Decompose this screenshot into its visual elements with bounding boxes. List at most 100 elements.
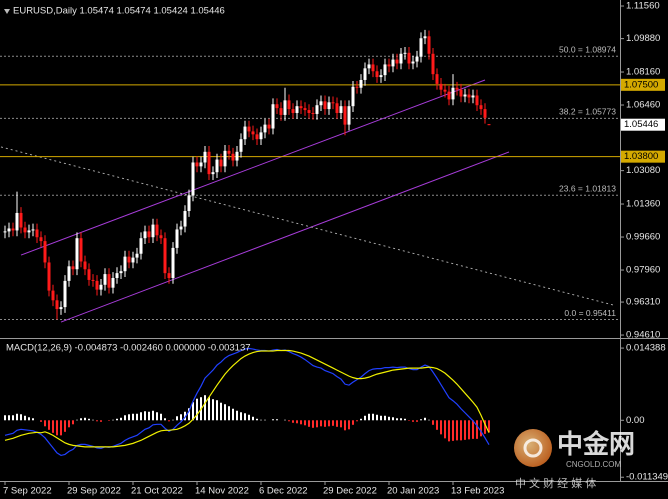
- fib-label: 38.2 = 1.05773: [559, 107, 616, 117]
- histogram-bar: [412, 420, 414, 422]
- candle-body: [287, 100, 291, 110]
- fib-label: 23.6 = 1.01813: [559, 183, 616, 193]
- candle-body: [203, 151, 207, 163]
- histogram-bar: [444, 420, 446, 439]
- histogram-bar: [4, 415, 6, 421]
- histogram-bar: [152, 410, 154, 421]
- histogram-bar: [344, 420, 346, 431]
- x-tick-label: 29 Sep 2022: [67, 486, 121, 497]
- candle-body: [343, 106, 347, 125]
- candle-body: [455, 87, 459, 90]
- histogram-bar: [12, 415, 14, 421]
- y-tick-label: 1.03080: [626, 165, 660, 176]
- candle-body: [67, 266, 71, 281]
- candle-body: [375, 71, 379, 78]
- histogram-bar: [172, 419, 174, 421]
- candle-body: [463, 94, 467, 97]
- watermark: 中金网 CNGOLD.COM 中 文 财 经 媒 体: [514, 429, 635, 490]
- candle-body: [71, 266, 75, 270]
- candle-body: [175, 229, 179, 248]
- histogram-bar: [480, 420, 482, 437]
- price-box-label: 1.03800: [624, 151, 658, 162]
- candle-body: [43, 241, 47, 263]
- macd-line: [4, 349, 490, 448]
- candle-body: [155, 224, 159, 236]
- x-tick-label: 21 Oct 2022: [131, 486, 183, 497]
- histogram-bar: [476, 420, 478, 439]
- candle-body: [207, 151, 211, 175]
- histogram-bar: [468, 420, 470, 440]
- y-tick-label: 0.96310: [626, 297, 660, 308]
- candle-body: [339, 106, 343, 113]
- candle-body: [451, 87, 455, 100]
- histogram-bar: [224, 404, 226, 421]
- candle-body: [47, 262, 51, 291]
- candle-body: [139, 238, 143, 254]
- histogram-bar: [140, 412, 142, 421]
- histogram-bar: [460, 420, 462, 441]
- histogram-bar: [296, 420, 298, 424]
- histogram-bar: [8, 415, 10, 421]
- watermark-name: 中金网: [557, 429, 635, 459]
- y-tick-label: 0.94610: [626, 330, 660, 341]
- x-tick-label: 6 Dec 2022: [259, 486, 308, 497]
- histogram-bar: [112, 419, 114, 421]
- candle-body: [379, 75, 383, 78]
- histogram-bar: [400, 418, 402, 421]
- candle-body: [307, 110, 311, 113]
- macd-title: MACD(12,26,9) -0.004873 -0.002460 0.0000…: [6, 343, 251, 354]
- candle-body: [391, 59, 395, 67]
- y-tick-label: 1.08160: [626, 67, 660, 78]
- histogram-bar: [408, 420, 410, 421]
- histogram-bar: [248, 414, 250, 421]
- histogram-bar: [184, 411, 186, 421]
- histogram-bar: [108, 420, 110, 421]
- histogram-bar: [396, 418, 398, 421]
- candle-body: [51, 290, 55, 301]
- fib-label: 0.0 = 0.95411: [564, 308, 616, 318]
- candle-body: [403, 52, 407, 54]
- histogram-bar: [356, 420, 358, 422]
- candle-body: [355, 86, 359, 88]
- candle-body: [19, 212, 23, 228]
- x-tick-label: 20 Jan 2023: [387, 486, 439, 497]
- histogram-bar: [252, 416, 254, 421]
- candle-body: [283, 100, 287, 115]
- histogram-bar: [84, 417, 86, 421]
- candle-body: [411, 61, 415, 64]
- histogram-bar: [308, 420, 310, 427]
- histogram-bar: [232, 408, 234, 421]
- candle-body: [299, 106, 303, 109]
- candle-body: [303, 108, 307, 111]
- candle-body: [107, 274, 111, 288]
- histogram-bar: [24, 415, 26, 421]
- histogram-bar: [392, 417, 394, 421]
- candle-body: [279, 108, 283, 115]
- histogram-bar: [388, 416, 390, 421]
- histogram-bar: [448, 420, 450, 442]
- candle-body: [75, 238, 79, 270]
- watermark-site: CNGOLD.COM: [566, 460, 621, 469]
- y-tick-label: 1.11560: [626, 1, 660, 12]
- candle-body: [475, 95, 479, 106]
- histogram-bar: [300, 420, 302, 425]
- histogram-bar: [52, 420, 54, 433]
- candle-body: [115, 273, 119, 278]
- candle-body: [7, 228, 11, 232]
- candle-body: [171, 247, 175, 278]
- candle-body: [95, 280, 99, 290]
- histogram-bar: [96, 420, 98, 422]
- candle-body: [271, 104, 275, 129]
- histogram-bar: [260, 419, 262, 421]
- candle-body: [263, 124, 267, 133]
- histogram-bar: [228, 406, 230, 421]
- histogram-bar: [44, 420, 46, 427]
- histogram-bar: [420, 419, 422, 421]
- histogram-bar: [424, 417, 426, 421]
- candle-body: [227, 150, 231, 154]
- symbol-icon: [4, 9, 10, 14]
- candle-body: [467, 94, 471, 98]
- histogram-bar: [452, 420, 454, 441]
- histogram-bar: [76, 419, 78, 421]
- candle-body: [367, 64, 371, 69]
